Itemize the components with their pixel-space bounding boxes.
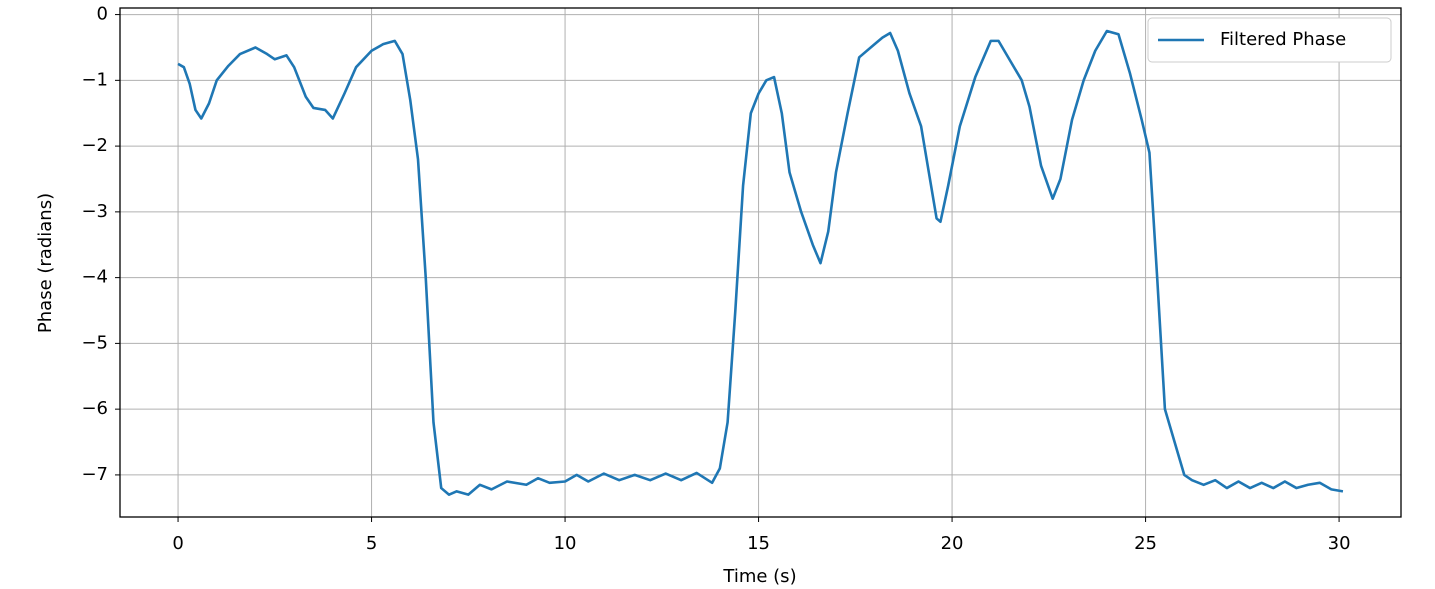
y-tick-label: −6 [81,398,108,419]
y-axis-label: Phase (radians) [35,193,56,333]
y-tick-label: −2 [81,135,108,156]
x-tick-label: 25 [1134,533,1157,554]
line-series [177,29,1344,496]
x-tick-label: 0 [172,533,183,554]
x-tick-label: 15 [747,533,770,554]
plot-frame [119,7,1402,518]
legend-box [1147,17,1392,63]
x-tick-label: 5 [366,533,377,554]
y-tick-label: −7 [81,464,108,485]
y-tick-label: 0 [97,4,108,25]
x-tick-label: 30 [1328,533,1351,554]
y-tick-label: −1 [81,69,108,90]
x-tick-label: 20 [941,533,964,554]
legend-label: Filtered Phase [1220,29,1346,50]
y-tick-label: −3 [81,201,108,222]
legend: Filtered Phase [1147,17,1392,63]
y-tick-label: −5 [81,332,108,353]
x-axis-label: Time (s) [722,566,796,587]
y-tick-label: −4 [81,267,108,288]
x-tick-label: 10 [554,533,577,554]
